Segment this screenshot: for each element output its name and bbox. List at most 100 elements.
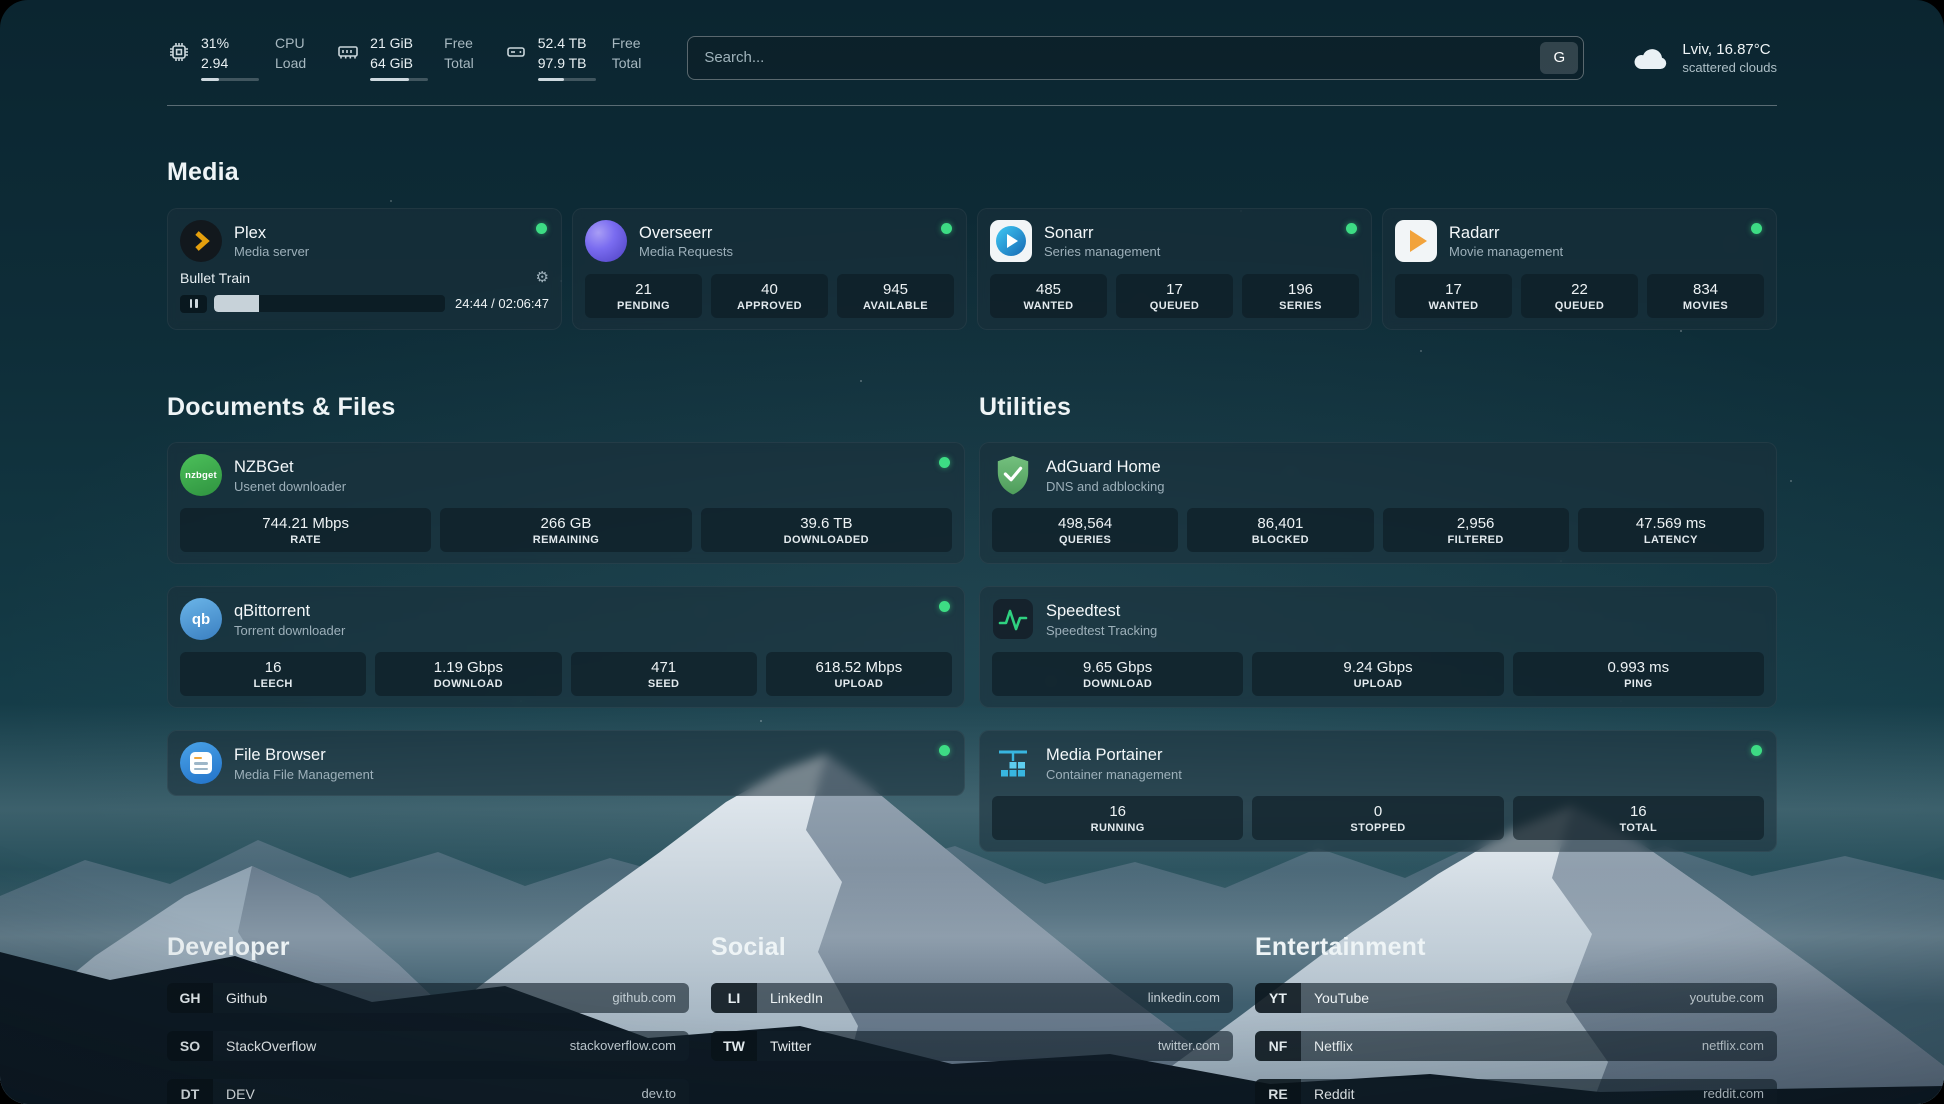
playback-progress-bar: [214, 295, 445, 312]
stat-box: 485WANTED: [990, 274, 1107, 318]
dashboard-window: 31% 2.94 CPU Load 21 GiB: [0, 0, 1944, 1104]
search-bar[interactable]: G: [687, 36, 1584, 80]
service-card-filebrowser[interactable]: File Browser Media File Management: [167, 730, 965, 796]
memory-usage-bar: [370, 78, 428, 81]
cpu-usage-bar: [201, 78, 259, 81]
bookmark-name: YouTube: [1314, 990, 1369, 1006]
stat-box: 618.52 MbpsUPLOAD: [766, 652, 952, 696]
sonarr-icon: [990, 220, 1032, 262]
documents-heading: Documents & Files: [167, 393, 965, 422]
speedtest-icon: [992, 598, 1034, 640]
bookmark-abbr: DT: [167, 1079, 213, 1104]
service-desc: Torrent downloader: [234, 623, 345, 638]
service-card-speedtest[interactable]: Speedtest Speedtest Tracking 9.65 GbpsDO…: [979, 586, 1777, 708]
status-online-dot: [1346, 223, 1357, 234]
service-card-nzbget[interactable]: nzbget NZBGet Usenet downloader 744.21 M…: [167, 442, 965, 564]
service-desc: Media Requests: [639, 244, 733, 259]
memory-free-label: Free: [444, 34, 474, 54]
bookmark-url: twitter.com: [1158, 1038, 1220, 1053]
stat-box: 39.6 TBDOWNLOADED: [701, 508, 952, 552]
service-card-plex[interactable]: Plex Media server Bullet Train ⚙ 24:44 /…: [167, 208, 562, 330]
service-name: AdGuard Home: [1046, 457, 1165, 478]
service-name: Speedtest: [1046, 601, 1157, 622]
service-card-overseerr[interactable]: Overseerr Media Requests 21PENDING 40APP…: [572, 208, 967, 330]
bookmark-url: youtube.com: [1690, 990, 1764, 1005]
snow-specks: [0, 0, 2, 2]
bookmark-dev[interactable]: DT DEV dev.to: [167, 1079, 689, 1104]
bookmark-group-entertainment: Entertainment YT YouTube youtube.com NF …: [1255, 912, 1777, 1104]
stat-box: 0.993 msPING: [1513, 652, 1764, 696]
stat-box: 47.569 msLATENCY: [1578, 508, 1764, 552]
service-name: qBittorrent: [234, 601, 345, 622]
bookmark-url: linkedin.com: [1148, 990, 1220, 1005]
social-heading: Social: [711, 933, 1233, 962]
overseerr-icon: [585, 220, 627, 262]
bookmark-reddit[interactable]: RE Reddit reddit.com: [1255, 1079, 1777, 1104]
stat-box: 17QUEUED: [1116, 274, 1233, 318]
stat-box: 945AVAILABLE: [837, 274, 954, 318]
disk-free-value: 52.4 TB: [538, 34, 596, 54]
filebrowser-icon: [180, 742, 222, 784]
memory-total-label: Total: [444, 54, 474, 74]
cpu-label: CPU: [275, 34, 306, 54]
service-desc: Media server: [234, 244, 309, 259]
status-online-dot: [536, 223, 547, 234]
bookmark-netflix[interactable]: NF Netflix netflix.com: [1255, 1031, 1777, 1061]
top-bar: 31% 2.94 CPU Load 21 GiB: [167, 34, 1777, 81]
bookmark-abbr: TW: [711, 1031, 757, 1061]
service-name: Overseerr: [639, 223, 733, 244]
stat-box: 471SEED: [571, 652, 757, 696]
stat-box: 21PENDING: [585, 274, 702, 318]
bookmark-url: reddit.com: [1703, 1086, 1764, 1101]
stat-box: 0STOPPED: [1252, 796, 1503, 840]
qbittorrent-icon: qb: [180, 598, 222, 640]
bookmark-linkedin[interactable]: LI LinkedIn linkedin.com: [711, 983, 1233, 1013]
stat-box: 266 GBREMAINING: [440, 508, 691, 552]
disk-usage-bar: [538, 78, 596, 81]
cpu-load-label: Load: [275, 54, 306, 74]
bookmark-stackoverflow[interactable]: SO StackOverflow stackoverflow.com: [167, 1031, 689, 1061]
search-input[interactable]: [688, 49, 1540, 66]
playback-time: 24:44 / 02:06:47: [455, 296, 549, 311]
bookmark-url: dev.to: [642, 1086, 676, 1101]
bookmark-abbr: GH: [167, 983, 213, 1013]
service-desc: Media File Management: [234, 767, 373, 782]
cpu-percent: 31%: [201, 34, 259, 54]
section-documents: Documents & Files nzbget NZBGet Usenet d…: [167, 372, 965, 797]
gear-icon[interactable]: ⚙: [536, 270, 549, 285]
stat-box: 1.19 GbpsDOWNLOAD: [375, 652, 561, 696]
stat-box: 22QUEUED: [1521, 274, 1638, 318]
service-card-radarr[interactable]: Radarr Movie management 17WANTED 22QUEUE…: [1382, 208, 1777, 330]
bookmark-abbr: LI: [711, 983, 757, 1013]
pause-icon[interactable]: [180, 295, 207, 313]
bookmark-youtube[interactable]: YT YouTube youtube.com: [1255, 983, 1777, 1013]
cpu-load-value: 2.94: [201, 54, 259, 74]
bookmark-name: LinkedIn: [770, 990, 823, 1006]
bookmark-abbr: YT: [1255, 983, 1301, 1013]
service-card-sonarr[interactable]: Sonarr Series management 485WANTED 17QUE…: [977, 208, 1372, 330]
bookmark-twitter[interactable]: TW Twitter twitter.com: [711, 1031, 1233, 1061]
cpu-widget: 31% 2.94 CPU Load: [167, 34, 306, 81]
service-card-portainer[interactable]: Media Portainer Container management 16R…: [979, 730, 1777, 852]
service-desc: Container management: [1046, 767, 1182, 782]
stat-box: 834MOVIES: [1647, 274, 1764, 318]
bookmark-abbr: RE: [1255, 1079, 1301, 1104]
search-engine-button[interactable]: G: [1540, 42, 1578, 74]
bookmark-github[interactable]: GH Github github.com: [167, 983, 689, 1013]
service-name: Sonarr: [1044, 223, 1160, 244]
portainer-icon: [992, 742, 1034, 784]
now-playing-title: Bullet Train: [180, 270, 250, 286]
service-desc: Movie management: [1449, 244, 1563, 259]
radarr-icon: [1395, 220, 1437, 262]
stat-box: 16RUNNING: [992, 796, 1243, 840]
service-card-adguard[interactable]: AdGuard Home DNS and adblocking 498,564Q…: [979, 442, 1777, 564]
stat-box: 498,564QUERIES: [992, 508, 1178, 552]
bookmark-group-developer: Developer GH Github github.com SO StackO…: [167, 912, 689, 1104]
bookmark-url: stackoverflow.com: [570, 1038, 676, 1053]
bookmark-group-social: Social LI LinkedIn linkedin.com TW Twitt…: [711, 912, 1233, 1104]
header-divider: [167, 105, 1777, 106]
cloud-icon: [1630, 43, 1670, 73]
service-card-qbittorrent[interactable]: qb qBittorrent Torrent downloader 16LEEC…: [167, 586, 965, 708]
memory-free-value: 21 GiB: [370, 34, 428, 54]
section-media: Media Plex Media server Bullet T: [167, 158, 1777, 330]
